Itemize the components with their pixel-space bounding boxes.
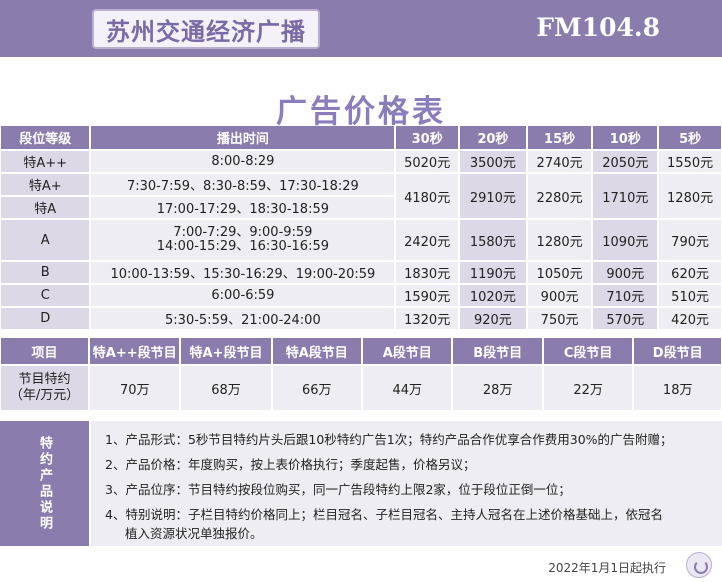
time-cell: 7:30-7:59、8:30-8:59、17:30-18:29 bbox=[91, 174, 395, 195]
col-header-15s: 15秒 bbox=[527, 126, 592, 149]
col-header-program: B段节目 bbox=[453, 338, 542, 364]
sponsor-value-cell: 66万 bbox=[272, 366, 361, 410]
price-cell: 2050元 bbox=[593, 151, 658, 172]
col-header-program: 特A段节目 bbox=[272, 338, 361, 364]
price-cell: 1090元 bbox=[593, 220, 658, 260]
time-cell: 5:30-5:59、21:00-24:00 bbox=[91, 308, 395, 329]
station-logo-icon bbox=[686, 552, 712, 578]
price-cell: 900元 bbox=[593, 262, 658, 283]
table-row: 特A++ 8:00-8:29 5020元 3500元 2740元 2050元 1… bbox=[1, 151, 721, 172]
sponsor-value-cell: 70万 bbox=[90, 366, 180, 410]
note-item: 4、特别说明：子栏目特约价格同上；栏目冠名、子栏目冠名、主持人冠名在上述价格基础… bbox=[105, 507, 663, 522]
note-item-continuation: 植入资源状况单独报价。 bbox=[125, 526, 263, 541]
table-row: 节目特约 （年/万元） 70万 68万 66万 44万 28万 22万 18万 bbox=[1, 366, 721, 410]
price-cell: 1190元 bbox=[460, 262, 526, 283]
col-header-level: 段位等级 bbox=[1, 126, 90, 149]
price-cell: 2910元 bbox=[460, 174, 526, 218]
price-table: 段位等级 播出时间 30秒 20秒 15秒 10秒 5秒 特A++ 8:00-8… bbox=[0, 124, 722, 331]
level-cell: 特A++ bbox=[1, 151, 90, 172]
col-header-program: 特A+段节目 bbox=[181, 338, 271, 364]
level-cell: C bbox=[1, 285, 90, 306]
col-header-item: 项目 bbox=[1, 338, 89, 364]
sponsor-table-header: 项目 特A++段节目 特A+段节目 特A段节目 A段节目 B段节目 C段节目 D… bbox=[1, 338, 721, 364]
price-cell: 1550元 bbox=[659, 151, 721, 172]
time-cell: 7:00-7:29、9:00-9:59 14:00-15:29、16:30-16… bbox=[91, 220, 395, 260]
col-header-time: 播出时间 bbox=[91, 126, 395, 149]
effective-date: 2022年1月1日起执行 bbox=[548, 561, 666, 575]
sponsor-value-cell: 22万 bbox=[543, 366, 633, 410]
price-cell: 1580元 bbox=[460, 220, 526, 260]
price-cell: 1830元 bbox=[396, 262, 459, 283]
frequency-label: FM104.8 bbox=[536, 13, 660, 42]
col-header-program: A段节目 bbox=[362, 338, 452, 364]
table-row: D 5:30-5:59、21:00-24:00 1320元 920元 750元 … bbox=[1, 308, 721, 329]
table-row: 特A 17:00-17:29、18:30-18:59 bbox=[1, 197, 721, 218]
note-item: 1、产品形式：5秒节目特约片头后跟10秒特约广告1次；特约产品合作优享合作费用3… bbox=[105, 432, 673, 447]
price-cell: 2420元 bbox=[396, 220, 459, 260]
col-header-5s: 5秒 bbox=[659, 126, 721, 149]
sponsor-value-cell: 44万 bbox=[362, 366, 452, 410]
notes-body: 1、产品形式：5秒节目特约片头后跟10秒特约广告1次；特约产品合作优享合作费用3… bbox=[91, 421, 722, 546]
header-banner: 苏州交通经济广播 FM104.8 bbox=[0, 0, 722, 57]
price-cell: 2280元 bbox=[527, 174, 592, 218]
price-cell: 1020元 bbox=[460, 285, 526, 306]
note-item: 3、产品位序：节目特约按段位购买，同一广告段特约上限2家，位于段位正倒一位； bbox=[105, 482, 571, 497]
time-cell: 6:00-6:59 bbox=[91, 285, 395, 306]
notes-label: 特约产品说明 bbox=[37, 435, 52, 532]
note-item: 2、产品价格：年度购买，按上表价格执行；季度起售，价格另议； bbox=[105, 457, 476, 472]
price-cell: 420元 bbox=[659, 308, 721, 329]
price-cell: 3500元 bbox=[460, 151, 526, 172]
price-cell: 1590元 bbox=[396, 285, 459, 306]
level-cell: D bbox=[1, 308, 90, 329]
price-cell: 4180元 bbox=[396, 174, 459, 218]
sponsor-label: 节目特约 bbox=[18, 372, 71, 387]
time-line: 14:00-15:29、16:30-16:59 bbox=[156, 239, 329, 254]
col-header-program: C段节目 bbox=[543, 338, 633, 364]
station-name-box: 苏州交通经济广播 bbox=[92, 9, 320, 49]
price-cell: 570元 bbox=[593, 308, 658, 329]
price-cell: 790元 bbox=[659, 220, 721, 260]
col-header-program: 特A++段节目 bbox=[90, 338, 180, 364]
page-title: 广告价格表 bbox=[276, 94, 446, 130]
price-cell: 920元 bbox=[460, 308, 526, 329]
notes-label-box: 特约产品说明 bbox=[0, 421, 89, 546]
price-cell: 1320元 bbox=[396, 308, 459, 329]
price-cell: 1280元 bbox=[659, 174, 721, 218]
price-cell: 620元 bbox=[659, 262, 721, 283]
price-cell: 2740元 bbox=[527, 151, 592, 172]
sponsor-table: 项目 特A++段节目 特A+段节目 特A段节目 A段节目 B段节目 C段节目 D… bbox=[0, 336, 722, 412]
table-row: A 7:00-7:29、9:00-9:59 14:00-15:29、16:30-… bbox=[1, 220, 721, 260]
table-row: C 6:00-6:59 1590元 1020元 900元 710元 510元 bbox=[1, 285, 721, 306]
price-table-header: 段位等级 播出时间 30秒 20秒 15秒 10秒 5秒 bbox=[1, 126, 721, 149]
price-cell: 750元 bbox=[527, 308, 592, 329]
price-cell: 1710元 bbox=[593, 174, 658, 218]
col-header-10s: 10秒 bbox=[593, 126, 658, 149]
col-header-30s: 30秒 bbox=[396, 126, 459, 149]
price-cell: 900元 bbox=[527, 285, 592, 306]
level-cell: 特A bbox=[1, 197, 90, 218]
sponsor-value-cell: 68万 bbox=[181, 366, 271, 410]
level-cell: B bbox=[1, 262, 90, 283]
col-header-program: D段节目 bbox=[634, 338, 721, 364]
price-cell: 710元 bbox=[593, 285, 658, 306]
table-row: B 10:00-13:59、15:30-16:29、19:00-20:59 18… bbox=[1, 262, 721, 283]
level-cell: A bbox=[1, 220, 90, 260]
sponsor-label-cell: 节目特约 （年/万元） bbox=[1, 366, 89, 410]
station-name: 苏州交通经济广播 bbox=[106, 16, 306, 46]
sponsor-unit: （年/万元） bbox=[9, 388, 80, 403]
price-cell: 1280元 bbox=[527, 220, 592, 260]
time-cell: 10:00-13:59、15:30-16:29、19:00-20:59 bbox=[91, 262, 395, 283]
price-cell: 5020元 bbox=[396, 151, 459, 172]
sponsor-value-cell: 28万 bbox=[453, 366, 542, 410]
time-cell: 17:00-17:29、18:30-18:59 bbox=[91, 197, 395, 218]
price-cell: 510元 bbox=[659, 285, 721, 306]
sponsor-value-cell: 18万 bbox=[634, 366, 721, 410]
time-line: 7:00-7:29、9:00-9:59 bbox=[173, 225, 313, 240]
price-cell: 1050元 bbox=[527, 262, 592, 283]
notes-section: 特约产品说明 1、产品形式：5秒节目特约片头后跟10秒特约广告1次；特约产品合作… bbox=[0, 421, 722, 546]
col-header-20s: 20秒 bbox=[460, 126, 526, 149]
table-row: 特A+ 7:30-7:59、8:30-8:59、17:30-18:29 4180… bbox=[1, 174, 721, 218]
level-cell: 特A+ bbox=[1, 174, 90, 195]
time-cell: 8:00-8:29 bbox=[91, 151, 395, 172]
